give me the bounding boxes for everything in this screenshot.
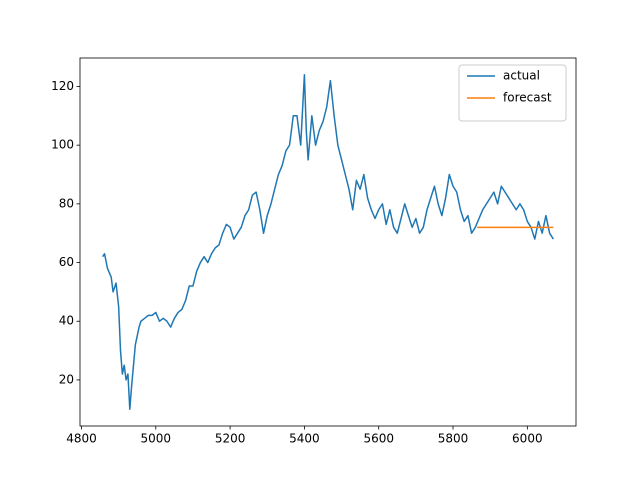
x-tick-label: 5400 [289, 432, 320, 446]
x-tick-label: 4800 [66, 432, 97, 446]
line-series [102, 73, 554, 411]
x-tick-label: 5600 [363, 432, 394, 446]
x-tick-label: 6000 [512, 432, 543, 446]
plot-frame [79, 57, 577, 427]
y-tick-label: 60 [59, 255, 74, 269]
legend-label: actual [503, 69, 540, 83]
y-tick-label: 100 [51, 138, 74, 152]
x-tick-label: 5000 [141, 432, 172, 446]
legend-label: forecast [503, 91, 552, 105]
x-tick-label: 5800 [438, 432, 469, 446]
legend-box [458, 64, 567, 122]
x-tick-label: 5200 [215, 432, 246, 446]
y-tick-label: 20 [59, 372, 74, 386]
y-tick-label: 40 [59, 314, 74, 328]
y-tick-label: 80 [59, 196, 74, 210]
y-tick-label: 120 [51, 79, 74, 93]
